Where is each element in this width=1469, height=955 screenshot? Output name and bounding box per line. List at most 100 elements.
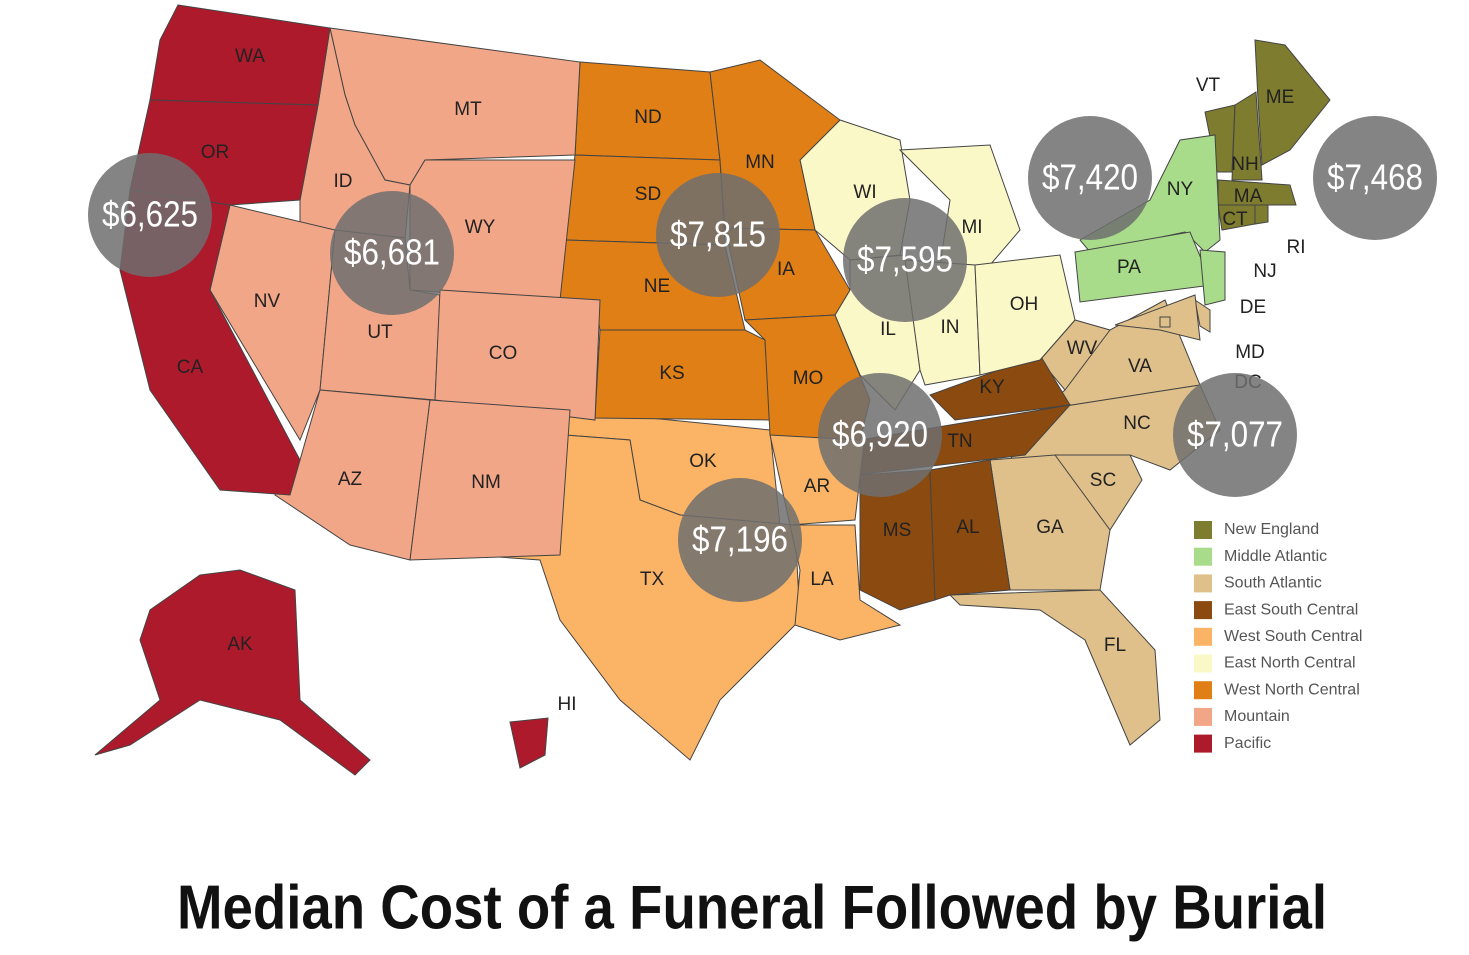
state-shape (1114, 294, 1201, 341)
state-label: LA (810, 569, 834, 590)
state-label: RI (1287, 237, 1306, 258)
state-label: MD (1235, 342, 1265, 363)
state-shape (948, 589, 1161, 746)
legend-swatch (1194, 601, 1212, 620)
state-label: NE (644, 276, 670, 297)
title: Median Cost of a Funeral Followed by Bur… (177, 873, 1327, 942)
cost-label: $7,420 (1042, 157, 1138, 198)
state-label: AL (956, 517, 979, 538)
state-label: WI (853, 182, 876, 203)
legend-label: East North Central (1224, 655, 1356, 672)
legend-swatch (1194, 734, 1212, 753)
state-label: NC (1123, 413, 1150, 434)
cost-bubble (1028, 116, 1152, 240)
cost-bubble (678, 478, 802, 602)
legend-swatch (1194, 654, 1212, 673)
legend-swatch (1194, 627, 1212, 646)
state-shape (1199, 249, 1226, 306)
state-label: MI (961, 217, 982, 238)
state-label: WA (235, 46, 265, 67)
state-label: NH (1231, 154, 1258, 175)
state-label: CA (177, 357, 204, 378)
state-shape (789, 524, 902, 641)
cost-bubble (843, 198, 967, 322)
state-label: MA (1234, 186, 1263, 207)
legend-swatch (1194, 707, 1212, 726)
cost-label: $6,625 (102, 194, 198, 235)
legend-swatch (1194, 574, 1212, 593)
state-label: ID (334, 171, 353, 192)
cost-label: $7,077 (1187, 414, 1283, 455)
legend-label: Mountain (1224, 708, 1290, 725)
legend-label: South Atlantic (1224, 575, 1322, 592)
legend-swatch (1194, 681, 1212, 700)
state-label: DE (1240, 297, 1266, 318)
state-shape (94, 569, 371, 776)
state-label: CO (489, 343, 518, 364)
state-label: AR (804, 476, 830, 497)
cost-bubble (1173, 373, 1297, 497)
legend-label: West South Central (1224, 628, 1362, 645)
legend-swatch (1194, 521, 1212, 539)
state-label: FL (1104, 635, 1126, 656)
state-label: OR (201, 142, 230, 163)
state-label: MS (883, 520, 912, 541)
state-label: MO (793, 368, 824, 389)
state-shape (974, 254, 1076, 376)
state-labels: MEVTNHMACTRINYPANJWVVANCSCGAFLDEMDDCKYTN… (177, 46, 1306, 715)
state-label: VA (1128, 356, 1152, 377)
state-label: MT (454, 99, 482, 120)
cost-bubble (1313, 116, 1437, 240)
cost-label: $6,920 (832, 414, 928, 455)
cost-label: $6,681 (344, 232, 440, 273)
cost-label: $7,196 (692, 519, 788, 560)
state-label: AZ (338, 469, 363, 490)
state-shape (1254, 204, 1269, 225)
state-label: HI (558, 694, 577, 715)
cost-bubble (88, 153, 212, 277)
legend-label: West North Central (1224, 681, 1360, 698)
cost-bubbles: $7,468 $7,420 $7,077 $6,920 $7,196 $7,595 $7,8… (88, 116, 1437, 602)
state-label: NY (1167, 179, 1194, 200)
state-label: AK (227, 634, 253, 655)
state-label: KS (659, 363, 684, 384)
state-label: NJ (1253, 261, 1276, 282)
state-shape (409, 399, 571, 561)
state-label: TX (640, 569, 665, 590)
state-label: WY (465, 217, 496, 238)
cost-bubble (330, 191, 454, 315)
state-shape (1231, 91, 1263, 181)
cost-bubble (656, 173, 780, 297)
states (94, 4, 1331, 776)
state-label: WV (1067, 338, 1098, 359)
state-label: ME (1266, 87, 1295, 108)
state-shape (929, 459, 1011, 601)
cost-label: $7,468 (1327, 157, 1423, 198)
state-label: PA (1117, 257, 1141, 278)
legend-swatch (1194, 547, 1212, 566)
cost-label: $7,595 (857, 239, 953, 280)
legend-label: New England (1224, 521, 1319, 538)
state-label: TN (947, 431, 972, 452)
state-label: IN (941, 317, 960, 338)
cost-label: $7,815 (670, 214, 766, 255)
state-label: KY (979, 377, 1005, 398)
state-label: SC (1090, 470, 1116, 491)
state-label: NV (254, 291, 281, 312)
legend-label: Pacific (1224, 735, 1271, 752)
state-shape (1194, 298, 1211, 333)
state-label: IL (880, 319, 896, 340)
state-shape (509, 717, 549, 769)
state-shape (1159, 316, 1171, 328)
state-label: GA (1036, 517, 1064, 538)
cost-bubble (818, 373, 942, 497)
state-shape (1254, 39, 1331, 166)
state-label: OK (689, 451, 717, 472)
state-label: SD (635, 184, 661, 205)
state-shape (434, 289, 601, 421)
state-label: OH (1010, 294, 1039, 315)
state-label: NM (471, 472, 501, 493)
state-label: IA (777, 259, 795, 280)
state-label: CT (1222, 209, 1248, 230)
